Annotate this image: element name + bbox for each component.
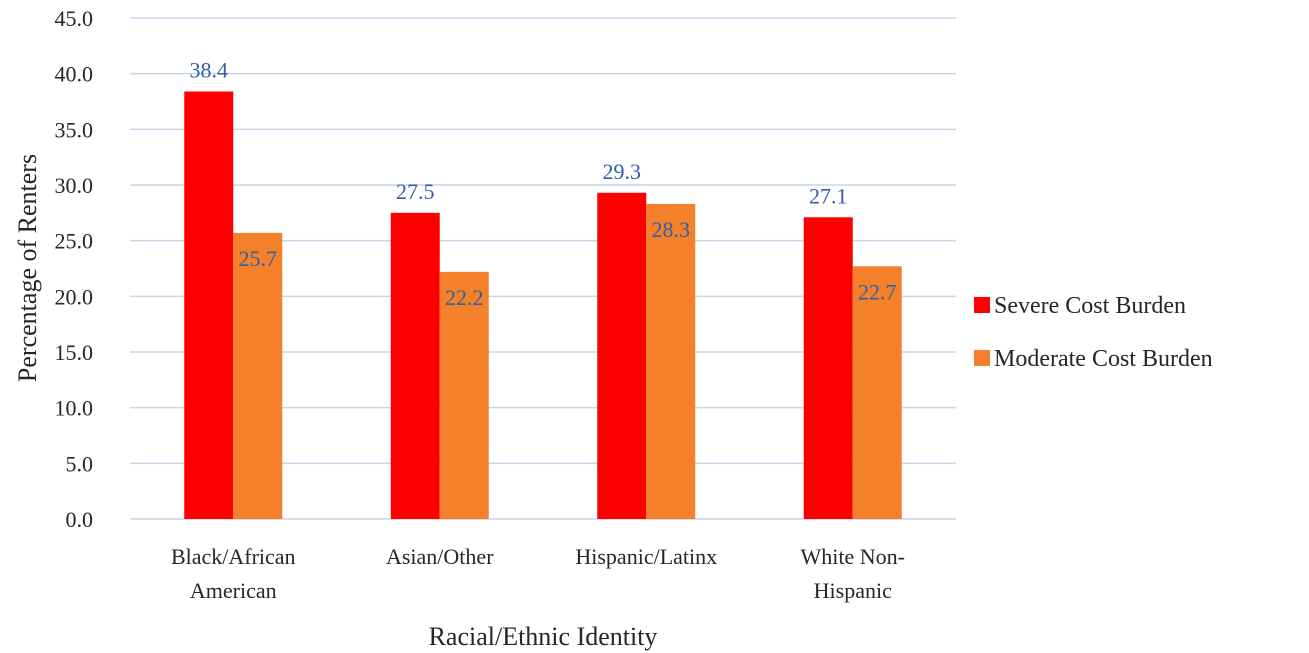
y-tick-label: 25.0: [55, 229, 94, 254]
y-tick-label: 40.0: [55, 62, 94, 87]
legend-swatch: [974, 350, 990, 366]
x-tick-label: Hispanic: [814, 578, 892, 603]
y-tick-label: 0.0: [66, 507, 94, 532]
data-label: 27.1: [809, 183, 848, 208]
y-axis-ticks: 0.0 5.0 10.0 15.0 20.0 25.0 30.0 35.0 40.0 45.0: [55, 6, 94, 532]
x-tick-label: Black/African: [171, 544, 296, 569]
bar-severe-1: [390, 212, 440, 520]
legend-label: Severe Cost Burden: [994, 293, 1186, 319]
legend-swatch: [974, 297, 990, 313]
bar-severe-3: [803, 217, 853, 519]
data-label: 27.5: [396, 179, 435, 204]
data-label: 38.4: [190, 57, 229, 82]
y-axis-title: Percentage of Renters: [13, 154, 42, 382]
bar-moderate-3: [852, 266, 902, 519]
y-tick-label: 20.0: [55, 284, 94, 309]
x-axis-ticks: Black/African American Asian/Other Hispanic…: [171, 544, 905, 603]
data-label: 25.7: [239, 246, 278, 271]
bar-severe-2: [597, 192, 647, 519]
bar-moderate-1: [439, 271, 489, 519]
data-labels: 38.4 27.5 29.3 27.1 25.7 22.2 28.3 22.7: [190, 57, 897, 309]
y-tick-label: 45.0: [55, 6, 94, 31]
legend: Severe Cost Burden Moderate Cost Burden: [974, 293, 1213, 372]
data-label: 22.7: [858, 279, 897, 304]
x-tick-label: Hispanic/Latinx: [575, 544, 717, 569]
bars: [184, 91, 902, 520]
x-tick-label: American: [190, 578, 277, 603]
x-axis-title: Racial/Ethnic Identity: [429, 622, 658, 651]
x-tick-label: White Non-: [801, 544, 905, 569]
y-tick-label: 15.0: [55, 340, 94, 365]
bar-moderate-0: [233, 232, 283, 519]
data-label: 22.2: [445, 285, 484, 310]
bar-moderate-2: [646, 203, 696, 519]
y-tick-label: 35.0: [55, 117, 94, 142]
y-tick-label: 10.0: [55, 396, 94, 421]
legend-label: Moderate Cost Burden: [994, 346, 1213, 372]
bar-severe-0: [184, 91, 234, 519]
data-label: 29.3: [603, 159, 642, 184]
y-tick-label: 5.0: [66, 451, 94, 476]
y-tick-label: 30.0: [55, 173, 94, 198]
data-label: 28.3: [652, 217, 691, 242]
x-tick-label: Asian/Other: [386, 544, 494, 569]
